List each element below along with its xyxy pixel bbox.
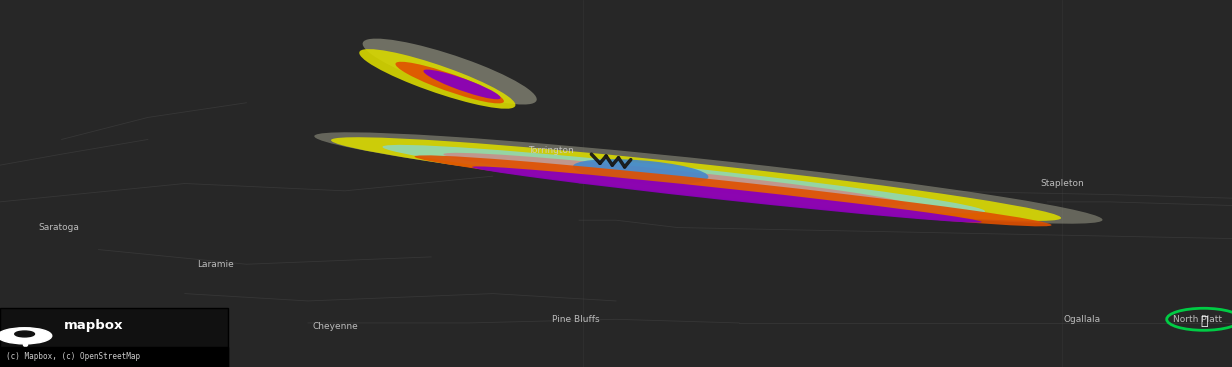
Text: Torrington: Torrington (527, 146, 574, 155)
Circle shape (15, 331, 34, 337)
Ellipse shape (360, 49, 515, 109)
Ellipse shape (314, 132, 1103, 224)
Text: Pine Bluffs: Pine Bluffs (552, 315, 599, 324)
Text: mapbox: mapbox (64, 319, 123, 333)
Ellipse shape (331, 137, 1061, 221)
Ellipse shape (472, 166, 982, 223)
Ellipse shape (395, 62, 504, 103)
Text: Stapleton: Stapleton (1040, 179, 1084, 188)
Text: Laramie: Laramie (197, 260, 234, 269)
Circle shape (0, 328, 52, 344)
FancyBboxPatch shape (0, 347, 228, 367)
FancyBboxPatch shape (0, 308, 228, 367)
Text: (c) Mapbox, (c) OpenStreetMap: (c) Mapbox, (c) OpenStreetMap (6, 352, 140, 361)
Text: Cheyenne: Cheyenne (312, 322, 359, 331)
Ellipse shape (424, 70, 500, 99)
Ellipse shape (382, 145, 986, 213)
Text: Saratoga: Saratoga (38, 223, 80, 232)
Text: ⛈: ⛈ (1200, 315, 1207, 328)
Ellipse shape (414, 155, 1052, 226)
Ellipse shape (362, 39, 537, 105)
Ellipse shape (573, 159, 708, 184)
Text: Ogallala: Ogallala (1063, 315, 1100, 324)
Ellipse shape (444, 153, 907, 206)
Text: North Platt: North Platt (1173, 315, 1222, 324)
